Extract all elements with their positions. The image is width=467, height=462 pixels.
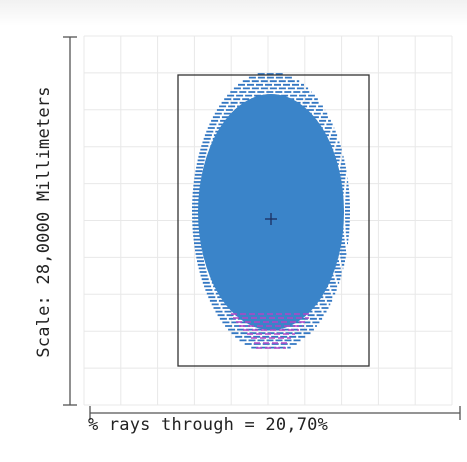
vignette-rays (231, 313, 311, 349)
rays-through-label: % rays through = 20,70% (88, 415, 329, 435)
top-header-blur (0, 0, 467, 26)
y-axis-scale-label: Scale: 28,0000 Millimeters (34, 86, 54, 358)
plus-crosshair-icon (265, 213, 277, 225)
horizontal-scale-bar (89, 406, 461, 420)
detector-box-frame (177, 74, 370, 367)
vertical-scale-bar (63, 36, 77, 406)
spot-ellipse (198, 94, 344, 330)
